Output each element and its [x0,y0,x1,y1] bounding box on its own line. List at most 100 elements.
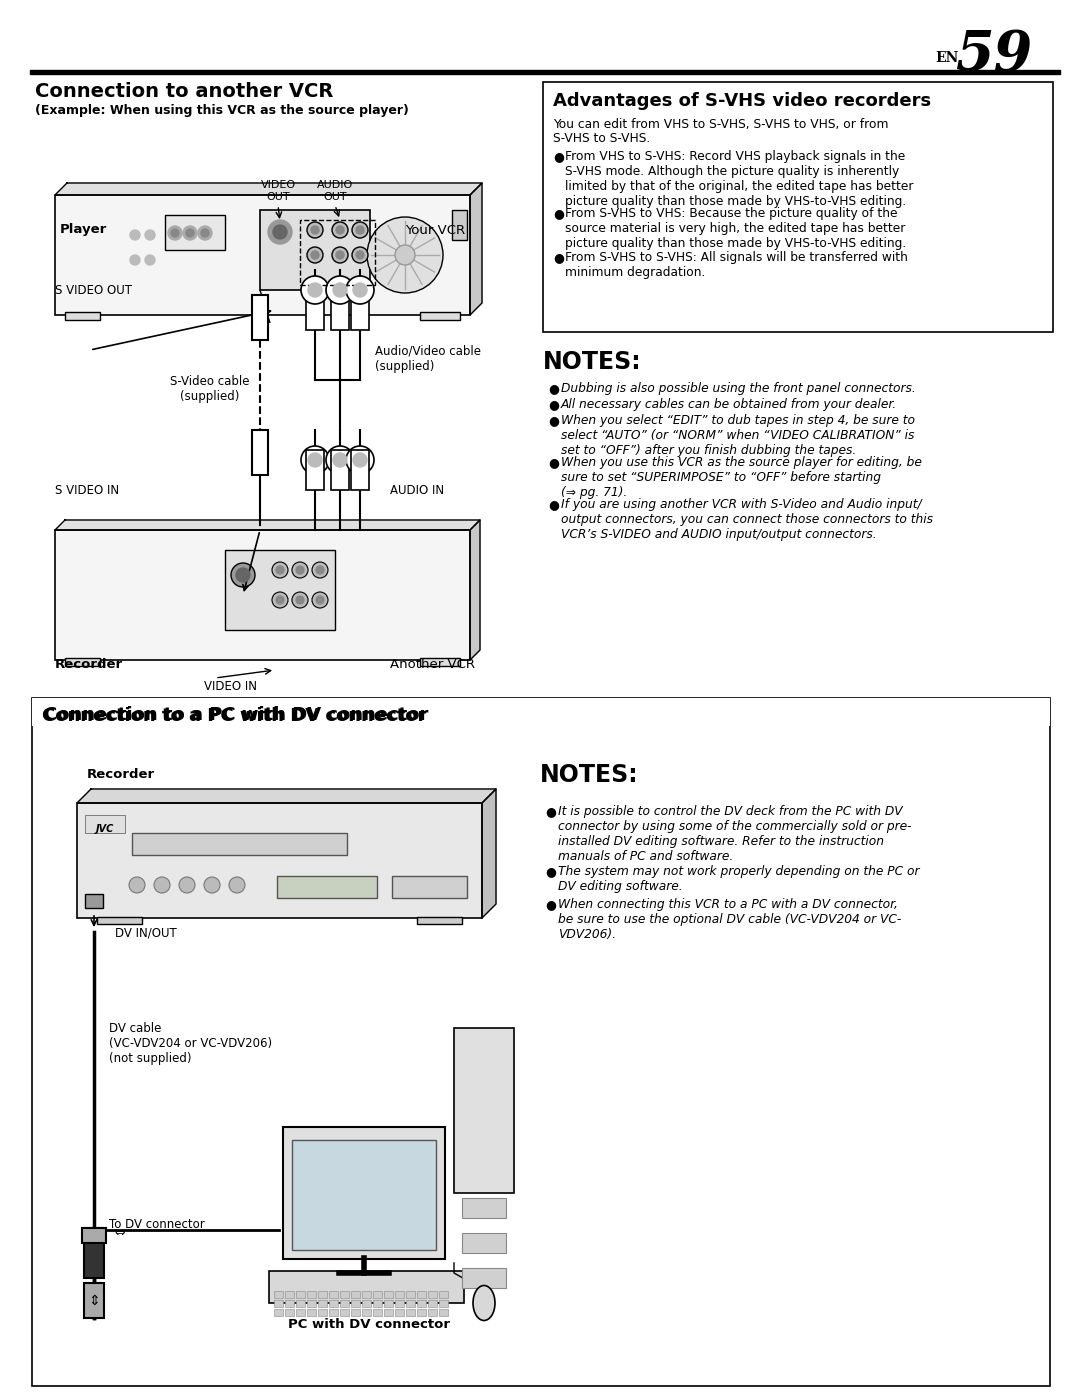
Text: Player: Player [60,224,107,236]
Bar [55,196,470,314]
Bar [417,1309,426,1316]
Circle shape [367,217,443,293]
Bar [453,210,467,240]
Circle shape [326,446,354,474]
Bar [340,1291,349,1298]
Circle shape [308,453,322,467]
Circle shape [272,592,288,608]
Circle shape [311,226,319,235]
Bar [306,279,324,330]
Text: Your VCR: Your VCR [405,224,465,236]
Bar [330,279,349,330]
Bar [285,1301,294,1308]
Bar [417,1301,426,1308]
Circle shape [273,225,287,239]
Circle shape [272,562,288,578]
Circle shape [296,566,303,574]
Text: From VHS to S-VHS: Record VHS playback signals in the
S-VHS mode. Although the p: From VHS to S-VHS: Record VHS playback s… [565,149,914,208]
Bar [384,1309,393,1316]
Text: OUT: OUT [266,191,289,203]
Text: PC with DV connector: PC with DV connector [288,1317,450,1331]
Bar [373,1291,382,1298]
Text: ●: ● [548,455,558,469]
Bar [82,1228,106,1243]
Text: EN: EN [935,52,958,66]
Text: From S-VHS to S-VHS: All signals will be transferred with
minimum degradation.: From S-VHS to S-VHS: All signals will be… [565,251,908,279]
Circle shape [237,569,249,583]
Bar [428,1301,437,1308]
Polygon shape [470,520,480,659]
Circle shape [171,229,179,237]
Circle shape [316,566,324,574]
Circle shape [276,566,284,574]
Bar [65,658,100,666]
Bar [351,279,369,330]
Text: Another VCR: Another VCR [390,658,475,672]
Bar [307,1309,316,1316]
Text: It is possible to control the DV deck from the PC with DV
connector by using som: It is possible to control the DV deck fr… [558,805,912,863]
Circle shape [353,453,367,467]
Text: The system may not work properly depending on the PC or
DV editing software.: The system may not work properly dependi… [558,865,919,893]
Text: S VIDEO IN: S VIDEO IN [55,483,119,496]
Bar [373,1309,382,1316]
Text: S-VHS to S-VHS.: S-VHS to S-VHS. [553,131,650,145]
Text: ●: ● [545,805,556,819]
Bar [85,814,125,833]
Bar [395,1301,404,1308]
Circle shape [336,251,345,258]
Bar [296,1309,305,1316]
Bar [406,1309,415,1316]
Circle shape [183,226,197,240]
Bar [420,312,460,320]
Bar [406,1291,415,1298]
Circle shape [276,597,284,604]
Text: S-Video cable
(supplied): S-Video cable (supplied) [171,374,249,402]
Circle shape [145,231,156,240]
Circle shape [231,563,255,587]
Bar [351,1309,360,1316]
Bar [384,1301,393,1308]
Bar [276,876,377,898]
Bar [543,82,1053,332]
Bar [438,1309,448,1316]
Text: ●: ● [548,497,558,511]
Bar [285,1291,294,1298]
Ellipse shape [473,1285,495,1320]
Bar [329,1309,338,1316]
Text: NOTES:: NOTES: [540,763,638,787]
Polygon shape [55,183,482,196]
Text: ●: ● [548,414,558,427]
Text: You can edit from VHS to S-VHS, S-VHS to VHS, or from: You can edit from VHS to S-VHS, S-VHS to… [553,117,889,131]
Text: VIDEO: VIDEO [260,180,296,190]
Bar [420,658,460,666]
Bar [274,1309,283,1316]
Circle shape [346,277,374,305]
Text: ●: ● [553,207,564,219]
Text: Connection to a PC with DV connector: Connection to a PC with DV connector [42,707,427,725]
Circle shape [346,446,374,474]
Text: ⇔: ⇔ [114,1227,124,1239]
Circle shape [130,256,140,265]
Text: Audio/Video cable
(supplied): Audio/Video cable (supplied) [375,345,481,373]
Bar [417,1291,426,1298]
Bar [406,1301,415,1308]
Bar [462,1199,507,1218]
Text: Connection to a PC with DV connector: Connection to a PC with DV connector [44,705,429,724]
Circle shape [129,877,145,893]
Circle shape [204,877,220,893]
Circle shape [154,877,170,893]
Circle shape [312,562,328,578]
Text: To DV connector: To DV connector [109,1218,205,1231]
Bar [392,876,467,898]
Bar [362,1309,372,1316]
Bar [318,1291,327,1298]
Circle shape [311,251,319,258]
Circle shape [308,284,322,298]
Circle shape [292,562,308,578]
Bar [362,1301,372,1308]
Circle shape [168,226,183,240]
Bar [329,1301,338,1308]
Bar [454,1028,514,1193]
Bar [274,1301,283,1308]
Bar [351,450,369,490]
